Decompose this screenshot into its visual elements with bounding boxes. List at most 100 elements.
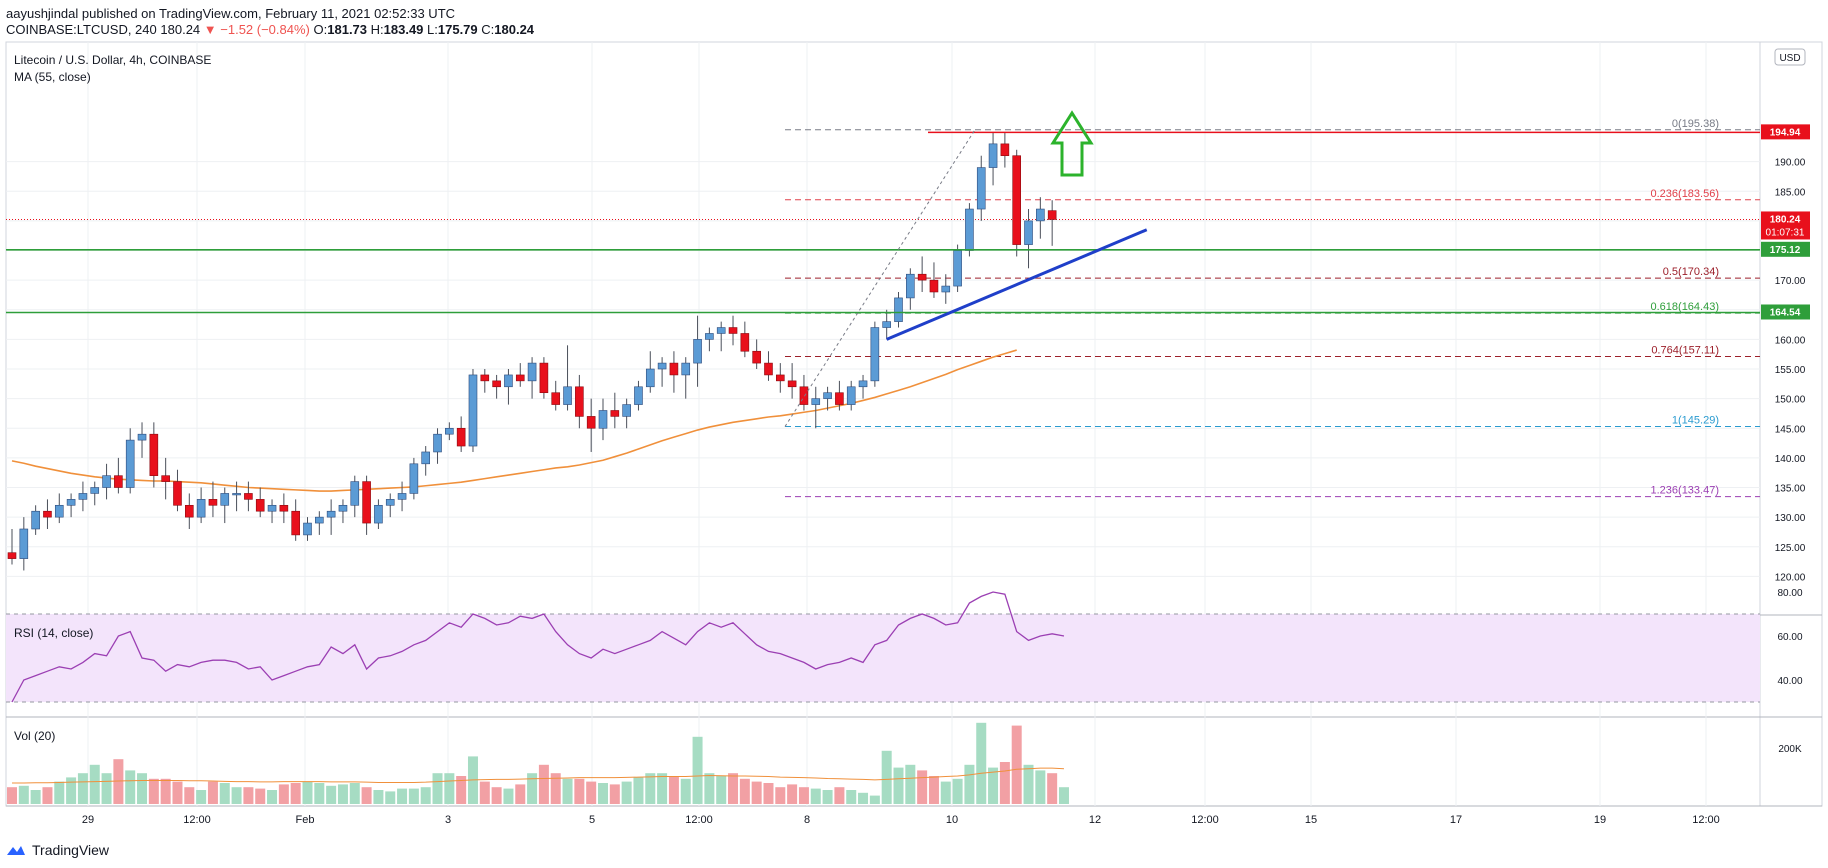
main-legend-title: Litecoin / U.S. Dollar, 4h, COINBASE <box>14 53 211 67</box>
ohlc-header: COINBASE:LTCUSD, 240 180.24 ▼ −1.52 (−0.… <box>6 22 534 37</box>
candle-body <box>255 499 265 512</box>
volume-bar <box>834 787 845 804</box>
volume-bar <box>137 773 148 804</box>
currency-badge-box[interactable] <box>1774 48 1806 66</box>
candle-body <box>480 374 490 382</box>
fib-label: 0.5(170.34) <box>1663 266 1719 278</box>
rsi-line <box>11 591 1065 703</box>
candle-body <box>882 321 891 328</box>
candle-body <box>468 374 478 447</box>
open-value: 181.73 <box>327 22 368 37</box>
candle-body <box>669 362 679 376</box>
volume-bar <box>302 781 313 804</box>
volume-bar <box>598 783 608 804</box>
candle-body <box>244 493 253 500</box>
y-tick-label: 155.00 <box>1775 365 1806 376</box>
volume-bar <box>917 770 928 804</box>
candle-body <box>102 475 111 488</box>
volume-bar <box>89 764 100 804</box>
volume-bar <box>680 778 691 804</box>
fib-label: 1.236(133.47) <box>1651 485 1720 497</box>
candle-body <box>764 362 773 376</box>
fib-trend-diagonal <box>784 129 976 427</box>
x-tick-label: 17 <box>1450 814 1462 826</box>
y-tick-label: 120.00 <box>1775 572 1806 583</box>
fib-label: 0.764(157.11) <box>1651 345 1719 357</box>
candle-body <box>716 327 726 334</box>
candle-body <box>350 481 360 506</box>
volume-bar <box>420 787 431 804</box>
volume-bar <box>503 788 514 804</box>
annotations <box>6 110 1760 427</box>
price-badge-box <box>1761 304 1810 320</box>
rsi-y-tick-label: 80.00 <box>1777 588 1802 599</box>
candle-body <box>137 433 147 441</box>
candle-body <box>196 499 206 518</box>
rsi-y-tick-label: 40.00 <box>1777 676 1802 687</box>
x-tick-label: Feb <box>296 814 315 826</box>
candle-body <box>775 374 785 382</box>
volume-bar <box>846 790 857 804</box>
volume-bar <box>668 776 679 804</box>
candle-body <box>575 386 584 417</box>
y-tick-label: 185.00 <box>1775 187 1806 198</box>
volume-bar <box>810 788 821 804</box>
candle-body <box>645 368 655 388</box>
candle-body <box>551 392 561 405</box>
candle-body <box>433 433 442 453</box>
candle-body <box>385 499 395 506</box>
candle-body <box>846 386 856 405</box>
volume-bar <box>964 764 975 804</box>
last-price: 180.24 <box>160 22 201 37</box>
volume-bar <box>976 722 987 804</box>
candle-body <box>539 362 549 394</box>
uptrend-line <box>886 228 1148 341</box>
volume-bar <box>716 776 727 804</box>
volume-bar <box>704 773 715 804</box>
candle-body <box>504 374 513 388</box>
candle-body <box>1000 143 1010 157</box>
rsi-band <box>6 614 1760 702</box>
symbol-label[interactable]: COINBASE:LTCUSD, 240 <box>6 22 157 37</box>
volume-bar <box>515 784 526 804</box>
ma55-line <box>11 349 1017 492</box>
candle-body <box>1047 210 1057 220</box>
candle-body <box>740 333 750 352</box>
candle-body <box>1036 208 1045 222</box>
candle-body <box>527 362 537 382</box>
volume-bar <box>1058 787 1069 804</box>
x-tick-label: 29 <box>82 814 94 826</box>
candle-body <box>728 327 738 334</box>
x-tick-label: 10 <box>946 814 958 826</box>
volume-bar <box>160 778 171 804</box>
footer-brand[interactable]: TradingView <box>6 842 109 858</box>
volume-bar <box>207 781 218 804</box>
volume-bar <box>822 790 833 804</box>
volume-bar <box>101 773 112 804</box>
candle-body <box>1024 220 1033 245</box>
volume-bar <box>125 770 136 804</box>
volume-bar <box>385 791 396 804</box>
volume-bar <box>1011 725 1022 804</box>
price-badge-value: 175.12 <box>1770 245 1801 256</box>
x-tick-label: 3 <box>445 814 451 826</box>
high-value: 183.49 <box>383 22 424 37</box>
volume-bar <box>456 776 467 804</box>
close-label: C: <box>481 22 495 37</box>
volume-bar <box>267 790 278 804</box>
candle-body <box>953 250 962 287</box>
price-badges: 194.94 180.24 01:07:31 175.12 164.54 <box>1761 124 1810 320</box>
candle-body <box>894 297 903 322</box>
volume-bar <box>728 773 739 804</box>
volume-bar <box>988 767 999 804</box>
fib-levels: 0(195.38) 0.236(183.56) 0.5(170.34) 0.618(1… <box>6 118 1760 498</box>
volume-bar <box>739 778 750 804</box>
volume-bar <box>905 764 916 804</box>
published-line: aayushjindal published on TradingView.co… <box>6 6 456 21</box>
candle-body <box>1012 155 1022 245</box>
fib-label: 0.236(183.56) <box>1651 188 1720 200</box>
volume-bar <box>432 773 443 804</box>
volume-bar <box>562 778 573 804</box>
fib-label: 1(145.29) <box>1672 415 1719 427</box>
